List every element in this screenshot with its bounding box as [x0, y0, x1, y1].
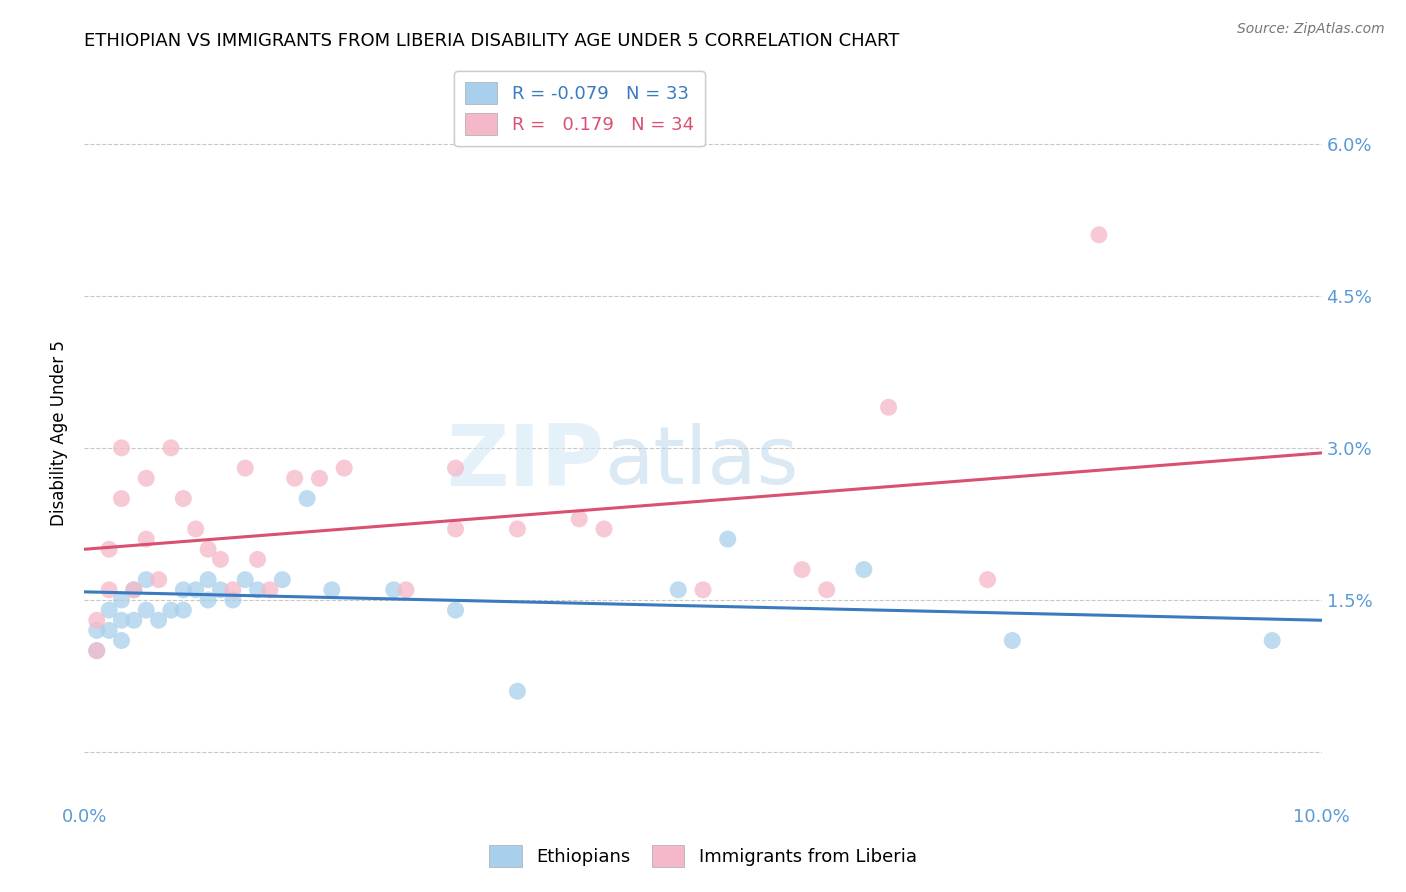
- Text: ZIP: ZIP: [446, 421, 605, 504]
- Point: [135, 471, 157, 485]
- Point: [98, 603, 121, 617]
- Point: [395, 582, 418, 597]
- Point: [790, 562, 813, 576]
- Point: [135, 603, 157, 617]
- Point: [122, 582, 145, 597]
- Point: [160, 603, 183, 617]
- Point: [86, 624, 108, 638]
- Point: [197, 593, 219, 607]
- Point: [197, 542, 219, 557]
- Point: [717, 532, 740, 546]
- Point: [271, 573, 294, 587]
- Point: [86, 643, 108, 657]
- Point: [172, 491, 194, 506]
- Point: [209, 552, 232, 566]
- Point: [184, 582, 207, 597]
- Point: [110, 633, 132, 648]
- Point: [122, 582, 145, 597]
- Point: [122, 613, 145, 627]
- Point: [1001, 633, 1024, 648]
- Point: [98, 542, 121, 557]
- Point: [135, 573, 157, 587]
- Point: [308, 471, 330, 485]
- Point: [209, 582, 232, 597]
- Text: atlas: atlas: [605, 423, 799, 501]
- Point: [506, 522, 529, 536]
- Point: [444, 522, 467, 536]
- Point: [246, 582, 269, 597]
- Point: [148, 573, 170, 587]
- Point: [86, 643, 108, 657]
- Point: [86, 613, 108, 627]
- Point: [815, 582, 838, 597]
- Point: [110, 593, 132, 607]
- Point: [148, 613, 170, 627]
- Point: [1088, 227, 1111, 242]
- Text: Source: ZipAtlas.com: Source: ZipAtlas.com: [1237, 22, 1385, 37]
- Point: [135, 532, 157, 546]
- Point: [259, 582, 281, 597]
- Point: [321, 582, 343, 597]
- Point: [444, 603, 467, 617]
- Point: [233, 461, 256, 475]
- Point: [222, 593, 245, 607]
- Point: [568, 512, 591, 526]
- Point: [233, 573, 256, 587]
- Point: [98, 624, 121, 638]
- Point: [333, 461, 356, 475]
- Point: [506, 684, 529, 698]
- Point: [1261, 633, 1284, 648]
- Point: [197, 573, 219, 587]
- Legend: R = -0.079   N = 33, R =   0.179   N = 34: R = -0.079 N = 33, R = 0.179 N = 34: [454, 71, 704, 146]
- Point: [295, 491, 318, 506]
- Point: [692, 582, 714, 597]
- Point: [110, 441, 132, 455]
- Y-axis label: Disability Age Under 5: Disability Age Under 5: [51, 340, 69, 525]
- Legend: Ethiopians, Immigrants from Liberia: Ethiopians, Immigrants from Liberia: [482, 838, 924, 874]
- Point: [98, 582, 121, 597]
- Point: [172, 582, 194, 597]
- Point: [110, 613, 132, 627]
- Point: [852, 562, 875, 576]
- Point: [666, 582, 689, 597]
- Point: [110, 491, 132, 506]
- Point: [976, 573, 998, 587]
- Text: ETHIOPIAN VS IMMIGRANTS FROM LIBERIA DISABILITY AGE UNDER 5 CORRELATION CHART: ETHIOPIAN VS IMMIGRANTS FROM LIBERIA DIS…: [84, 32, 900, 50]
- Point: [877, 401, 900, 415]
- Point: [172, 603, 194, 617]
- Point: [160, 441, 183, 455]
- Point: [246, 552, 269, 566]
- Point: [593, 522, 616, 536]
- Point: [382, 582, 405, 597]
- Point: [222, 582, 245, 597]
- Point: [284, 471, 307, 485]
- Point: [184, 522, 207, 536]
- Point: [444, 461, 467, 475]
